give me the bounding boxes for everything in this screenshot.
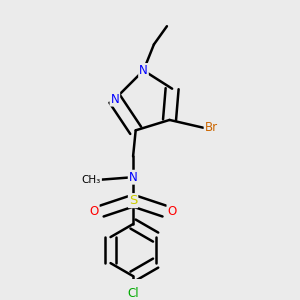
Text: N: N <box>110 93 119 106</box>
Text: Br: Br <box>205 121 218 134</box>
Text: N: N <box>129 171 137 184</box>
Text: O: O <box>167 205 177 218</box>
Text: N: N <box>139 64 148 77</box>
Text: CH₃: CH₃ <box>82 175 101 185</box>
Text: S: S <box>129 194 137 207</box>
Text: Cl: Cl <box>127 286 139 300</box>
Text: O: O <box>89 205 99 218</box>
